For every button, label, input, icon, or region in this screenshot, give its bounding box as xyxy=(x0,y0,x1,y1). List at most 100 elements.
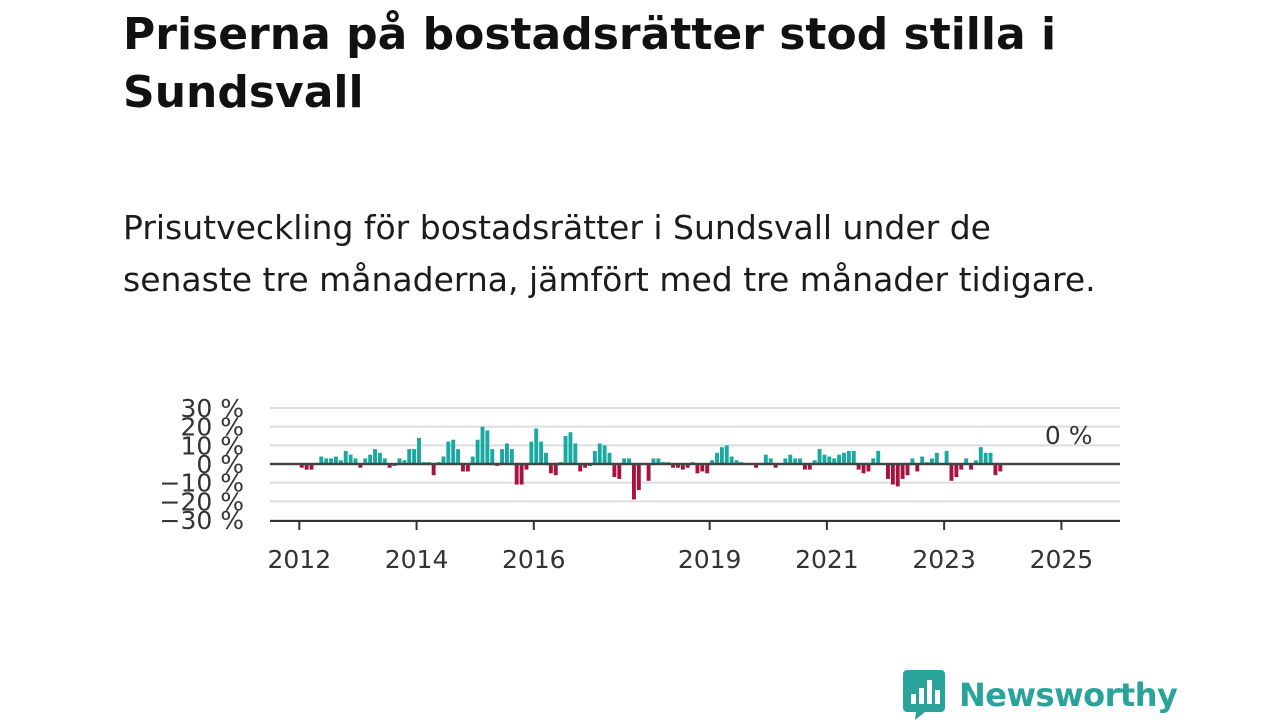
bar xyxy=(417,437,421,464)
bar xyxy=(910,458,915,464)
bar xyxy=(993,464,998,476)
chart-title: Priserna på bostadsrätter stod stilla i … xyxy=(123,9,1057,118)
brand-name: Newsworthy xyxy=(959,676,1178,714)
bar xyxy=(382,458,387,464)
bar xyxy=(451,439,456,464)
bar xyxy=(763,454,768,464)
bar xyxy=(773,464,778,468)
bar xyxy=(861,464,866,474)
bar xyxy=(954,464,959,478)
bar xyxy=(973,460,978,464)
bar xyxy=(504,443,509,464)
y-tick-label: −20 % xyxy=(160,487,244,516)
bar xyxy=(812,460,817,464)
bar xyxy=(500,449,504,464)
bar xyxy=(343,450,348,464)
y-tick-label: 0 % xyxy=(196,450,244,479)
x-tick-label: 2012 xyxy=(267,545,331,574)
bar xyxy=(905,464,910,476)
bar xyxy=(319,456,324,464)
bar xyxy=(480,426,485,464)
bar xyxy=(710,460,715,464)
bar xyxy=(798,458,802,464)
bar xyxy=(348,454,353,464)
bar xyxy=(373,449,377,464)
bar xyxy=(827,456,832,464)
bar xyxy=(324,458,329,464)
bar xyxy=(636,464,641,491)
bar xyxy=(871,458,876,464)
bar xyxy=(651,458,656,464)
axes xyxy=(270,462,1120,530)
bar xyxy=(514,464,519,485)
bar xyxy=(578,464,583,472)
bar xyxy=(783,458,788,464)
bar xyxy=(622,458,627,464)
bar xyxy=(563,436,568,464)
y-tick-label: 20 % xyxy=(180,413,244,442)
bars xyxy=(299,426,1003,500)
bar xyxy=(461,464,465,472)
bar xyxy=(627,458,632,464)
chart-subtitle: Prisutveckling för bostadsrätter i Sunds… xyxy=(123,208,1096,299)
bar xyxy=(983,452,988,464)
bar xyxy=(680,464,685,470)
bar xyxy=(998,464,1003,472)
bar xyxy=(695,464,700,474)
bar xyxy=(338,460,343,464)
bar xyxy=(822,454,827,464)
bar xyxy=(573,443,578,464)
bar xyxy=(441,456,446,464)
bar xyxy=(920,456,925,464)
x-tick-label: 2014 xyxy=(385,545,449,574)
bar xyxy=(890,464,895,485)
bar xyxy=(719,447,724,464)
bar xyxy=(900,464,905,479)
bar xyxy=(509,449,514,464)
bar xyxy=(842,452,846,464)
bar xyxy=(895,464,900,487)
bar xyxy=(646,464,651,481)
bar xyxy=(886,464,890,479)
bar xyxy=(832,458,837,464)
bar xyxy=(817,449,822,464)
bar xyxy=(631,464,636,500)
bar xyxy=(524,464,529,470)
bar xyxy=(876,450,881,464)
bar xyxy=(851,450,856,464)
bar xyxy=(412,449,417,464)
latest-value-label: 0 % xyxy=(1045,421,1093,450)
bar xyxy=(856,464,861,470)
bar xyxy=(568,432,573,464)
bar xyxy=(333,456,338,464)
bar xyxy=(353,458,358,464)
bar xyxy=(485,430,490,464)
bar xyxy=(934,452,939,464)
bar xyxy=(544,452,548,464)
y-tick-label: 10 % xyxy=(180,431,244,460)
x-tick-label: 2023 xyxy=(912,545,976,574)
bar xyxy=(431,464,436,476)
brand-logo: Newsworthy xyxy=(903,670,1178,720)
bar xyxy=(592,450,597,464)
bar xyxy=(837,454,842,464)
bar xyxy=(685,464,690,468)
bar xyxy=(490,449,495,464)
bar xyxy=(368,454,373,464)
bar xyxy=(329,458,334,464)
y-tick-label: −30 % xyxy=(160,506,244,535)
bar xyxy=(583,464,588,468)
x-tick-label: 2019 xyxy=(678,545,742,574)
bar xyxy=(675,464,680,468)
bar xyxy=(768,458,773,464)
bar xyxy=(788,454,793,464)
y-tick-label: 30 % xyxy=(180,394,244,423)
x-tick-label: 2025 xyxy=(1030,545,1094,574)
bar xyxy=(470,456,475,464)
bar xyxy=(446,441,451,464)
bar xyxy=(929,458,934,464)
bar xyxy=(978,447,983,464)
bar xyxy=(475,439,480,464)
bar xyxy=(299,464,304,468)
bar xyxy=(363,458,368,464)
